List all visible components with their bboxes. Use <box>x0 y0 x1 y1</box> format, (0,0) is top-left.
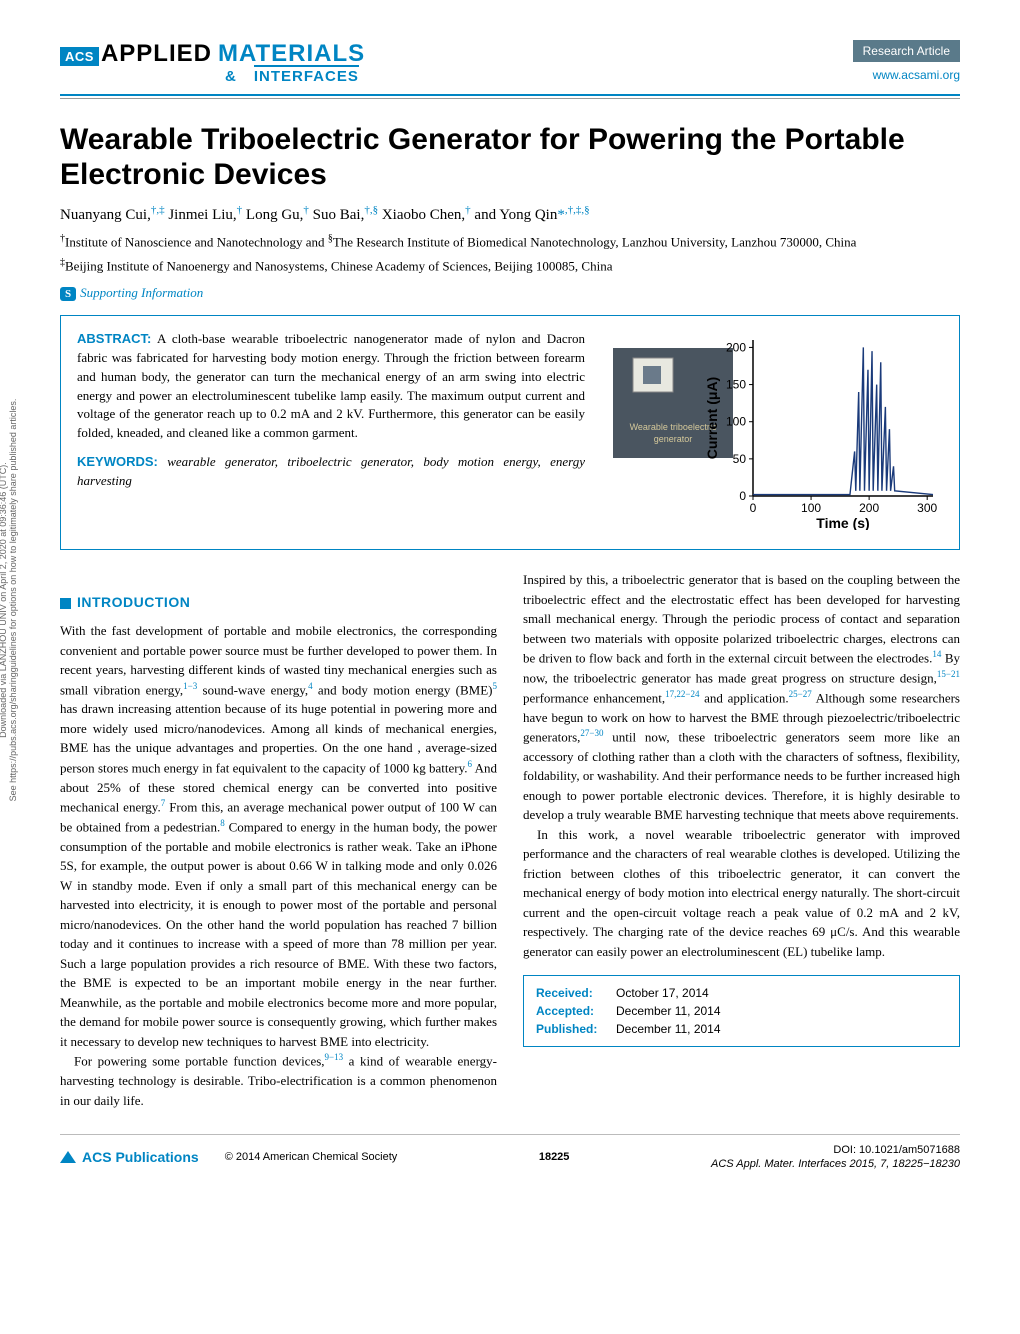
svg-text:200: 200 <box>859 501 879 515</box>
footer-doi: DOI: 10.1021/am5071688 <box>711 1143 960 1157</box>
svg-text:200: 200 <box>726 340 746 354</box>
supporting-info[interactable]: S Supporting Information <box>60 285 960 301</box>
para-3: Inspired by this, a triboelectric genera… <box>523 570 960 825</box>
svg-text:100: 100 <box>726 415 746 429</box>
square-bullet-icon <box>60 598 71 609</box>
para-2: For powering some portable function devi… <box>60 1051 497 1110</box>
website-link[interactable]: www.acsami.org <box>853 68 960 82</box>
svg-text:Current (μA): Current (μA) <box>704 377 720 459</box>
column-right: Inspired by this, a triboelectric genera… <box>523 570 960 1110</box>
journal-logo: ACSAPPLIEDMATERIALS & INTERFACES <box>60 40 365 86</box>
para-4: In this work, a novel wearable triboelec… <box>523 825 960 962</box>
abstract-box: ABSTRACT: A cloth-base wearable triboele… <box>60 315 960 550</box>
paper-page: ACSAPPLIEDMATERIALS & INTERFACES Research… <box>0 0 1020 1212</box>
supporting-text: Supporting Information <box>80 285 203 300</box>
keywords-line: KEYWORDS: wearable generator, triboelect… <box>77 453 585 491</box>
body-columns: INTRODUCTION With the fast development o… <box>60 570 960 1110</box>
journal-interfaces: INTERFACES <box>254 65 359 85</box>
footer-acs-pub: ACS Publications <box>82 1149 199 1165</box>
divider <box>60 94 960 96</box>
footer-copyright: © 2014 American Chemical Society <box>225 1151 398 1163</box>
acs-badge: ACS <box>60 47 99 66</box>
authors-line: Nuanyang Cui,†,‡ Jinmei Liu,† Long Gu,† … <box>60 204 960 224</box>
affiliation-1: †Institute of Nanoscience and Nanotechno… <box>60 232 960 252</box>
affiliation-2: ‡Beijing Institute of Nanoenergy and Nan… <box>60 256 960 276</box>
svg-text:300: 300 <box>917 501 937 515</box>
journal-applied: APPLIED <box>101 40 212 67</box>
svg-text:generator: generator <box>654 434 693 444</box>
download-attribution: Downloaded via LANZHOU UNIV on April 2, … <box>0 350 18 850</box>
journal-materials: MATERIALS <box>218 40 365 67</box>
svg-text:100: 100 <box>801 501 821 515</box>
paper-title: Wearable Triboelectric Generator for Pow… <box>60 123 960 192</box>
s-badge-icon: S <box>60 287 76 301</box>
page-footer: ACS Publications © 2014 American Chemica… <box>60 1134 960 1172</box>
ampersand: & <box>225 68 236 85</box>
received-date: October 17, 2014 <box>616 984 709 1002</box>
footer-citation: ACS Appl. Mater. Interfaces 2015, 7, 182… <box>711 1157 960 1171</box>
published-label: Published: <box>536 1020 616 1038</box>
svg-text:0: 0 <box>739 489 746 503</box>
published-date: December 11, 2014 <box>616 1020 721 1038</box>
svg-text:0: 0 <box>750 501 757 515</box>
svg-text:50: 50 <box>733 452 747 466</box>
footer-left: ACS Publications © 2014 American Chemica… <box>60 1149 397 1165</box>
footer-right: DOI: 10.1021/am5071688 ACS Appl. Mater. … <box>711 1143 960 1172</box>
acs-triangle-icon <box>60 1151 76 1163</box>
article-type-badge: Research Article <box>853 40 960 62</box>
divider <box>60 98 960 99</box>
column-left: INTRODUCTION With the fast development o… <box>60 570 497 1110</box>
footer-page: 18225 <box>539 1151 570 1163</box>
abstract-body: A cloth-base wearable triboelectric nano… <box>77 331 585 440</box>
header-right: Research Article www.acsami.org <box>853 40 960 82</box>
keywords-label: KEYWORDS: <box>77 454 158 469</box>
received-label: Received: <box>536 984 616 1002</box>
abstract-text: ABSTRACT: A cloth-base wearable triboele… <box>77 330 585 535</box>
section-title: INTRODUCTION <box>77 594 190 610</box>
accepted-label: Accepted: <box>536 1002 616 1020</box>
accepted-date: December 11, 2014 <box>616 1002 721 1020</box>
abstract-label: ABSTRACT: <box>77 331 151 346</box>
svg-text:Time (s): Time (s) <box>816 515 869 530</box>
section-header-intro: INTRODUCTION <box>60 592 497 613</box>
abstract-graphic: Wearable triboelectricgenerator050100150… <box>603 330 943 535</box>
dates-box: Received:October 17, 2014 Accepted:Decem… <box>523 975 960 1047</box>
para-1: With the fast development of portable an… <box>60 621 497 1051</box>
svg-text:150: 150 <box>726 378 746 392</box>
header-bar: ACSAPPLIEDMATERIALS & INTERFACES Research… <box>60 40 960 86</box>
